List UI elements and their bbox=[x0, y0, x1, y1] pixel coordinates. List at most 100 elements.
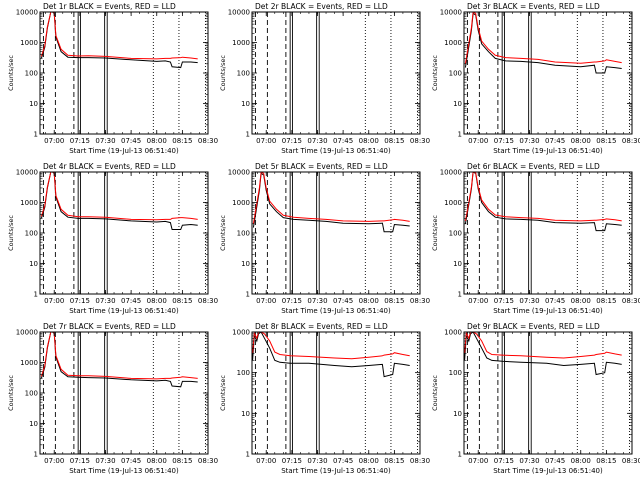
y-tick-label: 100 bbox=[237, 230, 250, 238]
y-tick-label: 1 bbox=[34, 291, 38, 299]
x-tick-label: 08:15 bbox=[172, 457, 192, 465]
x-tick-label: 07:00 bbox=[256, 137, 276, 145]
series-line-lld bbox=[252, 332, 410, 360]
x-tick-label: 08:15 bbox=[384, 137, 404, 145]
panel-4: Det 4r BLACK = Events, RED = LLD Counts/s… bbox=[7, 162, 218, 315]
vertical-markers bbox=[42, 332, 206, 454]
series-group bbox=[252, 332, 410, 378]
x-tick-label: 08:00 bbox=[147, 457, 167, 465]
y-tick-label: 10 bbox=[241, 100, 250, 108]
x-tick-label: 07:15 bbox=[282, 137, 302, 145]
panel-2: Det 2r BLACK = Events, RED = LLD Counts/s… bbox=[219, 2, 430, 155]
axes-frame bbox=[39, 331, 209, 455]
series-line-events bbox=[40, 172, 198, 230]
y-tick-label: 1000 bbox=[444, 199, 462, 207]
panel-title: Det 2r BLACK = Events, RED = LLD bbox=[255, 2, 388, 11]
x-tick-label: 07:45 bbox=[333, 297, 353, 305]
x-tick-label: 07:00 bbox=[44, 457, 64, 465]
y-tick-label: 10000 bbox=[440, 9, 462, 17]
series-line-lld bbox=[40, 332, 198, 380]
series-line-events bbox=[40, 332, 198, 388]
y-axis-label: Counts/sec bbox=[7, 375, 15, 411]
x-tick-label: 08:15 bbox=[596, 137, 616, 145]
y-axis-label: Counts/sec bbox=[7, 215, 15, 251]
y-tick-label: 100 bbox=[449, 369, 462, 377]
x-tick-label: 08:15 bbox=[384, 457, 404, 465]
x-axis-label: Start Time (19-Jul-13 06:51:40) bbox=[69, 307, 179, 315]
series-line-events bbox=[40, 12, 198, 69]
y-tick-label: 10 bbox=[241, 260, 250, 268]
y-tick-label: 1000 bbox=[444, 329, 462, 337]
series-line-events bbox=[464, 332, 622, 376]
panel-3: Det 3r BLACK = Events, RED = LLD Counts/s… bbox=[431, 2, 640, 155]
x-axis-label: Start Time (19-Jul-13 06:51:40) bbox=[69, 147, 179, 155]
x-tick-label: 08:00 bbox=[359, 457, 379, 465]
x-axis-label: Start Time (19-Jul-13 06:51:40) bbox=[281, 147, 391, 155]
y-tick-label: 1 bbox=[34, 451, 38, 459]
y-tick-label: 1000 bbox=[232, 199, 250, 207]
x-tick-label: 07:45 bbox=[121, 297, 141, 305]
vertical-markers bbox=[42, 12, 206, 134]
series-line-lld bbox=[40, 12, 198, 60]
y-axis-label: Counts/sec bbox=[431, 215, 439, 251]
panel-title: Det 6r BLACK = Events, RED = LLD bbox=[467, 162, 600, 171]
x-axis-label: Start Time (19-Jul-13 06:51:40) bbox=[281, 307, 391, 315]
x-axis-label: Start Time (19-Jul-13 06:51:40) bbox=[493, 307, 603, 315]
x-tick-label: 07:30 bbox=[519, 297, 539, 305]
y-axis-label: Counts/sec bbox=[431, 375, 439, 411]
y-tick-label: 10000 bbox=[16, 9, 38, 17]
y-tick-label: 1 bbox=[246, 451, 250, 459]
x-tick-label: 08:15 bbox=[596, 297, 616, 305]
panel-title: Det 3r BLACK = Events, RED = LLD bbox=[467, 2, 600, 11]
panel-title: Det 4r BLACK = Events, RED = LLD bbox=[43, 162, 176, 171]
y-axis-label: Counts/sec bbox=[219, 375, 227, 411]
x-tick-label: 08:15 bbox=[384, 297, 404, 305]
x-tick-label: 08:00 bbox=[147, 297, 167, 305]
panel-title: Det 1r BLACK = Events, RED = LLD bbox=[43, 2, 176, 11]
axes-frame bbox=[39, 171, 209, 295]
x-tick-label: 07:00 bbox=[256, 297, 276, 305]
x-tick-label: 08:00 bbox=[571, 297, 591, 305]
y-tick-label: 10 bbox=[453, 410, 462, 418]
x-tick-label: 07:45 bbox=[121, 457, 141, 465]
vertical-markers bbox=[254, 12, 418, 134]
panel-1: Det 1r BLACK = Events, RED = LLD Counts/s… bbox=[7, 2, 218, 155]
x-tick-label: 07:30 bbox=[95, 297, 115, 305]
x-tick-label: 07:15 bbox=[70, 137, 90, 145]
axes-frame bbox=[251, 11, 421, 135]
series-line-lld bbox=[464, 12, 622, 64]
axes-frame bbox=[39, 11, 209, 135]
y-tick-label: 10000 bbox=[228, 169, 250, 177]
x-tick-label: 07:15 bbox=[70, 457, 90, 465]
y-tick-label: 1 bbox=[458, 451, 462, 459]
series-line-lld bbox=[464, 172, 622, 222]
series-group bbox=[40, 12, 198, 69]
y-tick-label: 10000 bbox=[16, 169, 38, 177]
series-group bbox=[464, 332, 622, 376]
x-axis-label: Start Time (19-Jul-13 06:51:40) bbox=[281, 467, 391, 475]
axes-frame bbox=[251, 331, 421, 455]
y-tick-label: 100 bbox=[449, 70, 462, 78]
x-tick-label: 07:30 bbox=[519, 457, 539, 465]
x-tick-label: 07:15 bbox=[494, 137, 514, 145]
x-tick-label: 07:00 bbox=[44, 297, 64, 305]
axes-frame bbox=[463, 331, 633, 455]
vertical-markers bbox=[254, 172, 418, 294]
x-tick-label: 07:00 bbox=[468, 297, 488, 305]
x-tick-label: 07:15 bbox=[70, 297, 90, 305]
y-tick-label: 1000 bbox=[20, 359, 38, 367]
y-tick-label: 10000 bbox=[16, 329, 38, 337]
x-tick-label: 07:45 bbox=[333, 137, 353, 145]
x-tick-label: 07:45 bbox=[333, 457, 353, 465]
x-tick-label: 07:00 bbox=[44, 137, 64, 145]
vertical-markers bbox=[254, 332, 418, 454]
series-line-events bbox=[252, 172, 410, 233]
x-tick-label: 07:15 bbox=[282, 297, 302, 305]
x-tick-label: 07:00 bbox=[468, 457, 488, 465]
axes-frame bbox=[251, 171, 421, 295]
y-tick-label: 1000 bbox=[232, 329, 250, 337]
x-tick-label: 08:30 bbox=[622, 137, 640, 145]
x-tick-label: 07:30 bbox=[307, 297, 327, 305]
y-tick-label: 1 bbox=[458, 131, 462, 139]
